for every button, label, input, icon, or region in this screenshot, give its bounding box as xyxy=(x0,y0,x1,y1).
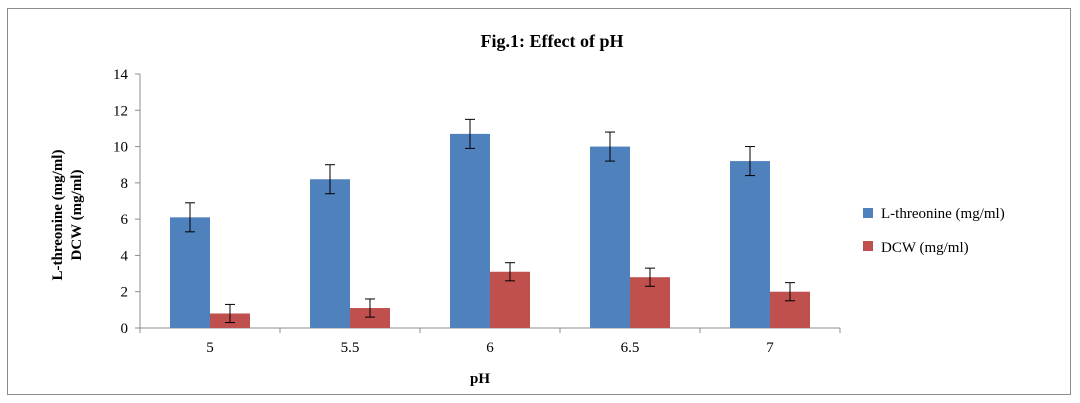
x-tick-label: 5 xyxy=(206,340,214,356)
bar-l-threonine xyxy=(450,133,490,328)
y-tick-label: 10 xyxy=(113,140,128,156)
legend-label-l-threonine: L-threonine (mg/ml) xyxy=(881,206,1005,222)
bar-l-threonine xyxy=(590,146,630,328)
x-axis: 5 5.5 6 6.5 7 xyxy=(139,327,841,356)
x-tick-label: 6.5 xyxy=(621,340,640,356)
bars-group xyxy=(170,118,810,328)
y-axis: 0 2 4 6 8 10 12 14 xyxy=(113,67,141,337)
bar-l-threonine xyxy=(730,161,770,328)
bar-l-threonine xyxy=(310,179,350,328)
legend-swatch-l-threonine xyxy=(863,208,873,218)
x-axis-label: pH xyxy=(470,371,490,387)
y-tick-label: 0 xyxy=(121,321,129,337)
y-tick-label: 12 xyxy=(113,103,128,119)
chart-title: Fig.1: Effect of pH xyxy=(481,31,624,51)
chart-frame xyxy=(7,8,1071,395)
y-axis-label: L-threonine (mg/ml) DCW (mg/ml) xyxy=(50,150,85,281)
y-axis-label-line-1: L-threonine (mg/ml) xyxy=(50,150,66,281)
y-tick-label: 2 xyxy=(121,285,129,301)
y-tick-label: 8 xyxy=(121,176,129,192)
x-tick-label: 6 xyxy=(486,340,494,356)
y-tick-label: 6 xyxy=(121,212,129,228)
legend-label-dcw: DCW (mg/ml) xyxy=(881,240,969,256)
legend: L-threonine (mg/ml) DCW (mg/ml) xyxy=(863,206,1005,256)
x-tick-label: 5.5 xyxy=(341,340,360,356)
y-axis-label-line-2: DCW (mg/ml) xyxy=(69,170,85,261)
legend-swatch-dcw xyxy=(863,241,873,251)
bar-l-threonine xyxy=(170,217,210,328)
y-tick-label: 14 xyxy=(113,67,129,83)
bar-dcw xyxy=(350,308,390,328)
x-tick-label: 7 xyxy=(766,340,774,356)
y-tick-label: 4 xyxy=(121,248,129,264)
